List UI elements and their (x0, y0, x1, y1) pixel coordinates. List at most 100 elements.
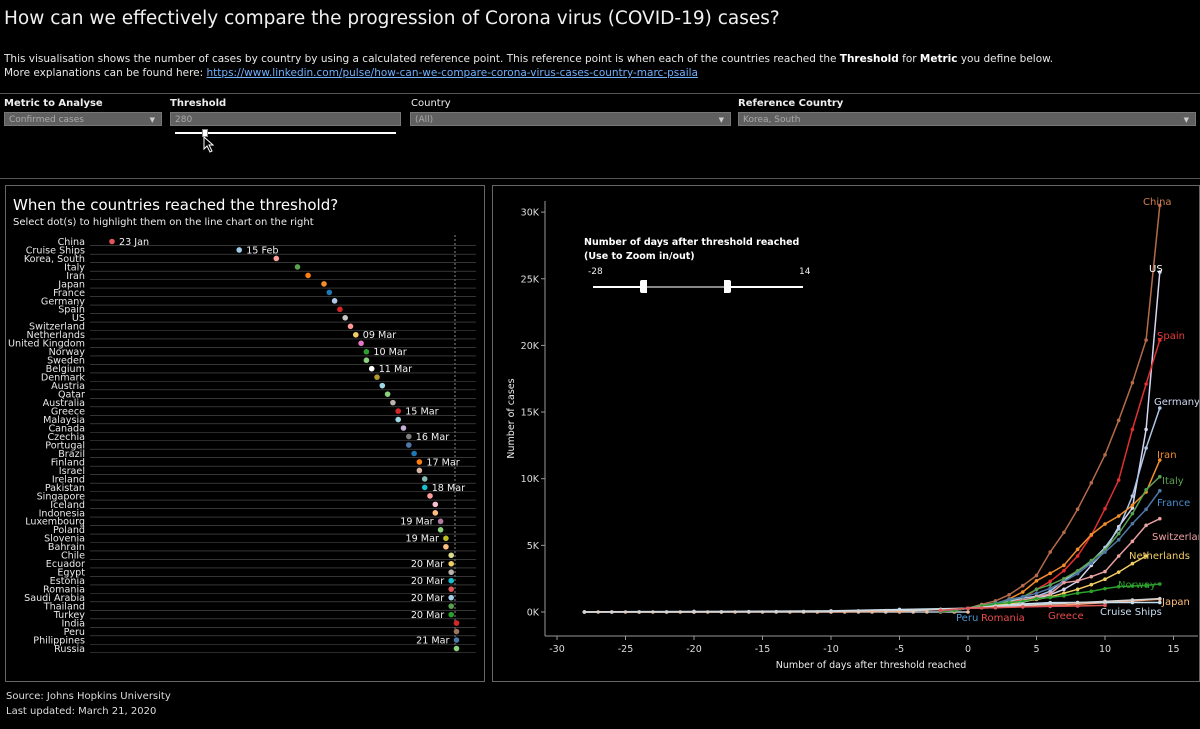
country-dot[interactable] (353, 331, 359, 338)
series-point[interactable] (1075, 571, 1080, 576)
series-point[interactable] (979, 606, 984, 610)
series-point[interactable] (1130, 598, 1135, 602)
series-point[interactable] (1021, 605, 1025, 609)
series-point[interactable] (1116, 554, 1121, 558)
series-point[interactable] (1062, 530, 1066, 535)
series-point[interactable] (1103, 453, 1107, 457)
series-point[interactable] (1158, 600, 1162, 605)
country-dot[interactable] (448, 569, 455, 576)
series-point[interactable] (1130, 584, 1135, 588)
series-point[interactable] (1007, 597, 1011, 602)
series-point[interactable] (938, 608, 943, 613)
series-point[interactable] (1158, 516, 1162, 521)
series-point[interactable] (1116, 478, 1121, 482)
series-point[interactable] (1075, 547, 1080, 552)
series-point[interactable] (1048, 595, 1052, 600)
country-dot[interactable] (453, 637, 460, 643)
series-point[interactable] (1130, 506, 1135, 510)
threshold-slider-track[interactable] (175, 132, 396, 134)
series-point[interactable] (1130, 511, 1135, 516)
series-point[interactable] (1089, 589, 1094, 594)
country-dot[interactable] (432, 510, 439, 516)
series-point[interactable] (1116, 418, 1121, 423)
series-point[interactable] (1144, 583, 1148, 588)
country-dot[interactable] (448, 603, 455, 609)
threshold-slider-handle[interactable] (202, 129, 208, 137)
country-dot[interactable] (448, 594, 455, 601)
series-point[interactable] (1089, 582, 1094, 587)
country-dot[interactable] (400, 425, 407, 431)
country-dot[interactable] (448, 577, 455, 584)
series-point[interactable] (801, 609, 806, 614)
series-point[interactable] (1089, 481, 1094, 485)
series-point[interactable] (1089, 561, 1094, 566)
series-point[interactable] (1034, 587, 1039, 592)
series-point[interactable] (1103, 506, 1107, 511)
series-point[interactable] (582, 610, 587, 614)
country-dot[interactable] (437, 518, 444, 525)
series-point[interactable] (692, 610, 696, 614)
series-point[interactable] (1103, 522, 1107, 526)
country-dot[interactable] (395, 408, 402, 414)
country-dot[interactable] (331, 298, 338, 304)
country-dot[interactable] (395, 416, 402, 423)
series-point[interactable] (1130, 521, 1135, 526)
series-point[interactable] (747, 609, 751, 614)
country-dot[interactable] (379, 382, 386, 389)
series-point[interactable] (1103, 599, 1107, 604)
series-point[interactable] (1158, 596, 1162, 601)
series-point[interactable] (1144, 507, 1148, 512)
country-dot[interactable] (305, 272, 311, 279)
series-point[interactable] (1021, 599, 1025, 604)
series-point[interactable] (1062, 576, 1066, 581)
series-point[interactable] (993, 605, 998, 610)
series-point[interactable] (1048, 592, 1052, 596)
threshold-input[interactable]: 280 (170, 112, 401, 126)
series-point[interactable] (1062, 593, 1066, 598)
series-point[interactable] (1021, 583, 1025, 588)
country-dot[interactable] (109, 238, 115, 245)
country-dot[interactable] (421, 476, 428, 482)
series-point[interactable] (1007, 593, 1011, 597)
country-dot[interactable] (406, 433, 412, 440)
country-dot[interactable] (321, 281, 327, 287)
series-point[interactable] (1116, 514, 1121, 518)
series-point[interactable] (1062, 568, 1066, 573)
series-point[interactable] (1116, 584, 1121, 589)
series-point[interactable] (1158, 338, 1162, 342)
series-point[interactable] (637, 610, 641, 614)
country-dot[interactable] (337, 306, 343, 313)
series-point[interactable] (1130, 503, 1135, 508)
series-point[interactable] (1075, 587, 1080, 592)
series-point[interactable] (1144, 427, 1148, 432)
series-point[interactable] (1048, 583, 1052, 587)
series-point[interactable] (1075, 554, 1080, 558)
series-point[interactable] (1130, 561, 1135, 566)
country-dot[interactable] (416, 459, 423, 465)
series-point[interactable] (1116, 570, 1121, 574)
series-point[interactable] (1158, 488, 1162, 493)
country-dropdown[interactable]: (All) ▼ (410, 112, 731, 126)
country-dot[interactable] (273, 255, 280, 262)
series-point[interactable] (1048, 571, 1052, 576)
zoom-slider-handle-min[interactable] (640, 280, 647, 293)
series-point[interactable] (1116, 537, 1121, 542)
series-point[interactable] (1048, 579, 1052, 584)
series-point[interactable] (1034, 596, 1039, 601)
country-dot[interactable] (342, 315, 349, 321)
series-point[interactable] (1007, 600, 1011, 605)
country-dot[interactable] (368, 365, 375, 372)
series-point[interactable] (1130, 600, 1135, 605)
series-point[interactable] (1144, 338, 1148, 342)
series-point[interactable] (1048, 589, 1052, 594)
series-point[interactable] (1021, 590, 1025, 594)
series-point[interactable] (1062, 591, 1066, 596)
country-dot[interactable] (448, 560, 455, 567)
country-dot[interactable] (443, 535, 449, 542)
series-point[interactable] (829, 609, 833, 614)
country-dot[interactable] (326, 289, 333, 296)
series-point[interactable] (1103, 603, 1107, 608)
series-point[interactable] (1034, 573, 1039, 578)
series-point[interactable] (1034, 591, 1039, 596)
series-point[interactable] (1075, 579, 1080, 583)
